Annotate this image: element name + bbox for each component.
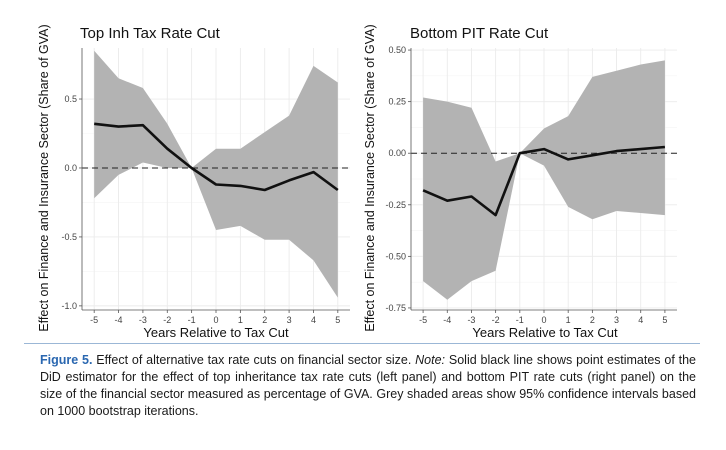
x-tick-label: -3 bbox=[467, 315, 475, 325]
panel-top-inh-tax: Effect on Finance and Insurance Sector (… bbox=[37, 24, 350, 340]
y-tick-label: -0.5 bbox=[61, 232, 77, 242]
y-tick-label: 0.5 bbox=[64, 94, 77, 104]
x-tick-label: 0 bbox=[213, 315, 218, 325]
x-tick-label: 5 bbox=[662, 315, 667, 325]
x-tick-label: 4 bbox=[638, 315, 643, 325]
x-tick-label: -1 bbox=[188, 315, 196, 325]
x-tick-label: -3 bbox=[139, 315, 147, 325]
y-tick-label: -0.75 bbox=[385, 303, 406, 313]
caption-label: Figure 5. bbox=[40, 353, 93, 367]
y-tick-label: -1.0 bbox=[61, 301, 77, 311]
x-tick-label: -4 bbox=[443, 315, 451, 325]
x-tick-label: 3 bbox=[287, 315, 292, 325]
x-tick-label: 4 bbox=[311, 315, 316, 325]
panel-title: Top Inh Tax Rate Cut bbox=[80, 25, 221, 42]
x-tick-label: 3 bbox=[614, 315, 619, 325]
caption-divider bbox=[24, 343, 700, 344]
x-tick-label: -5 bbox=[90, 315, 98, 325]
figure-caption: Figure 5. Effect of alternative tax rate… bbox=[40, 352, 696, 420]
x-tick-label: -4 bbox=[115, 315, 123, 325]
x-tick-label: -2 bbox=[163, 315, 171, 325]
y-tick-label: -0.50 bbox=[385, 251, 406, 261]
point-estimate-line bbox=[422, 145, 666, 217]
caption-title: Effect of alternative tax rate cuts on f… bbox=[92, 353, 416, 367]
y-tick-label: 0.0 bbox=[64, 163, 77, 173]
x-tick-label: 1 bbox=[566, 315, 571, 325]
y-axis-label: Effect on Finance and Insurance Sector (… bbox=[363, 24, 377, 331]
y-tick-label: -0.25 bbox=[385, 200, 406, 210]
x-tick-label: 1 bbox=[238, 315, 243, 325]
x-tick-label: 2 bbox=[262, 315, 267, 325]
caption-note-label: Note: bbox=[415, 353, 446, 367]
y-tick-label: 0.00 bbox=[388, 148, 406, 158]
x-tick-label: -2 bbox=[492, 315, 500, 325]
x-tick-label: -5 bbox=[419, 315, 427, 325]
panel-bottom-pit: Effect on Finance and Insurance Sector (… bbox=[363, 24, 677, 340]
x-tick-label: 2 bbox=[590, 315, 595, 325]
confidence-band bbox=[94, 50, 338, 298]
panel-title: Bottom PIT Rate Cut bbox=[410, 25, 549, 42]
x-tick-label: -1 bbox=[516, 315, 524, 325]
x-axis-label: Years Relative to Tax Cut bbox=[143, 325, 289, 340]
confidence-band bbox=[423, 60, 665, 300]
caption-text: Solid black line shows point estimates o… bbox=[40, 353, 697, 418]
point-estimate-line bbox=[94, 122, 339, 192]
figure: Effect on Finance and Insurance Sector (… bbox=[37, 24, 677, 340]
y-axis-label: Effect on Finance and Insurance Sector (… bbox=[37, 24, 51, 331]
y-tick-label: 0.50 bbox=[388, 45, 406, 55]
x-tick-label: 0 bbox=[541, 315, 546, 325]
x-tick-label: 5 bbox=[335, 315, 340, 325]
y-tick-label: 0.25 bbox=[388, 97, 406, 107]
x-axis-label: Years Relative to Tax Cut bbox=[472, 325, 618, 340]
